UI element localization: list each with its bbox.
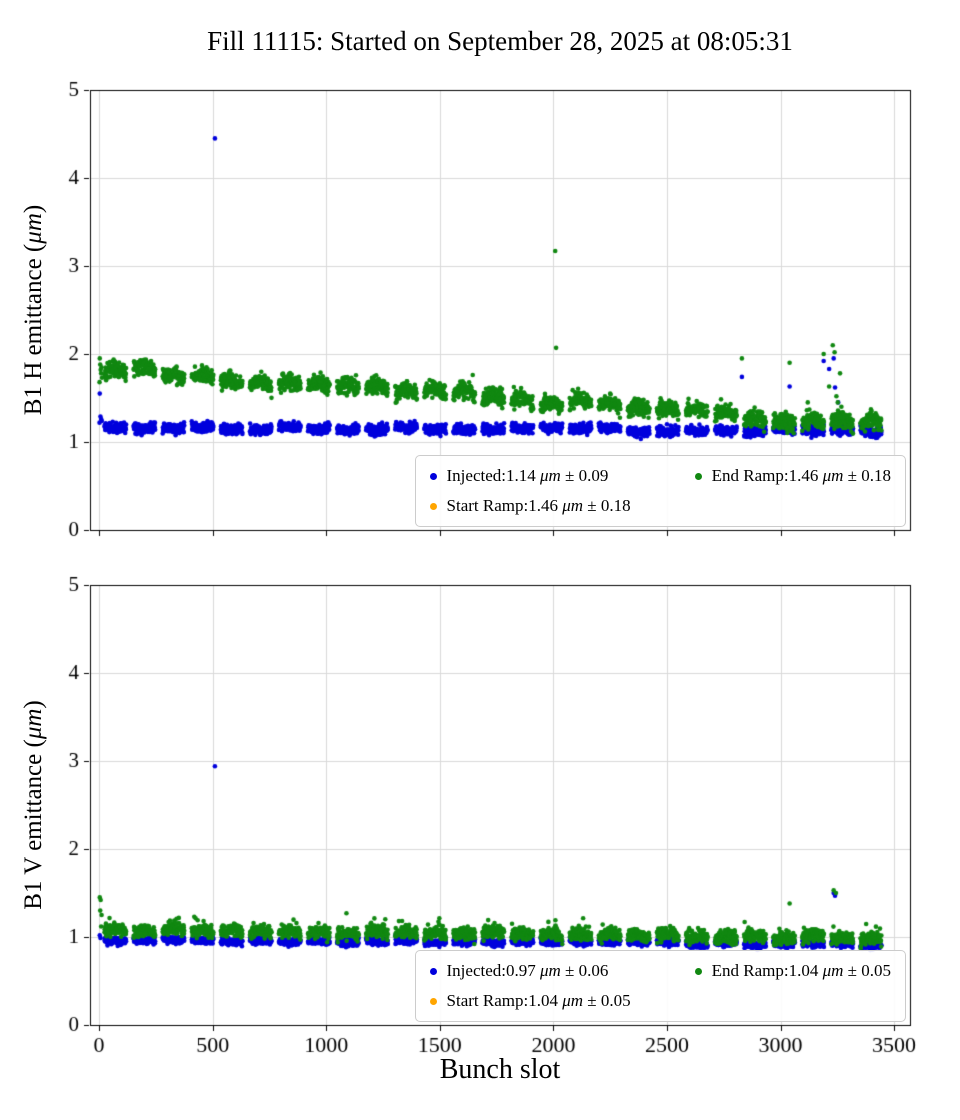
legend-label-end-ramp-v: End Ramp:1.04 μm ± 0.05 [711, 961, 891, 980]
legend-entry-injected-h: Injected:1.14 μm ± 0.09 [429, 466, 631, 486]
x-axis-label: Bunch slot [439, 1054, 561, 1085]
legend-h: Injected:1.14 μm ± 0.09 Start Ramp:1.46 … [414, 455, 906, 527]
legend-entry-start-ramp-v: Start Ramp:1.04 μm ± 0.05 [429, 991, 631, 1011]
legend-label-start-ramp-v: Start Ramp:1.04 μm ± 0.05 [446, 991, 631, 1010]
legend-label-injected-v: Injected:0.97 μm ± 0.06 [446, 961, 609, 980]
figure-title: Fill 11115: Started on September 28, 202… [207, 26, 793, 56]
legend-label-injected-h: Injected:1.14 μm ± 0.09 [446, 466, 609, 485]
legend-v: Injected:0.97 μm ± 0.06 Start Ramp:1.04 … [414, 950, 906, 1022]
injected-marker-icon [429, 967, 437, 975]
end-ramp-marker-icon [694, 967, 702, 975]
start-ramp-marker-icon [429, 502, 437, 510]
injected-marker-icon [429, 472, 437, 480]
legend-entry-start-ramp-h: Start Ramp:1.46 μm ± 0.18 [429, 496, 631, 516]
h-emittance-plot: Injected:1.14 μm ± 0.09 Start Ramp:1.46 … [0, 70, 960, 590]
legend-label-end-ramp-h: End Ramp:1.46 μm ± 0.18 [711, 466, 891, 485]
legend-entry-end-ramp-v: End Ramp:1.04 μm ± 0.05 [694, 961, 891, 981]
legend-label-start-ramp-h: Start Ramp:1.46 μm ± 0.18 [446, 496, 631, 515]
legend-entry-injected-v: Injected:0.97 μm ± 0.06 [429, 961, 631, 981]
v-emittance-plot: Injected:0.97 μm ± 0.06 Start Ramp:1.04 … [0, 565, 960, 1085]
end-ramp-marker-icon [694, 472, 702, 480]
start-ramp-marker-icon [429, 997, 437, 1005]
legend-entry-end-ramp-h: End Ramp:1.46 μm ± 0.18 [694, 466, 891, 486]
